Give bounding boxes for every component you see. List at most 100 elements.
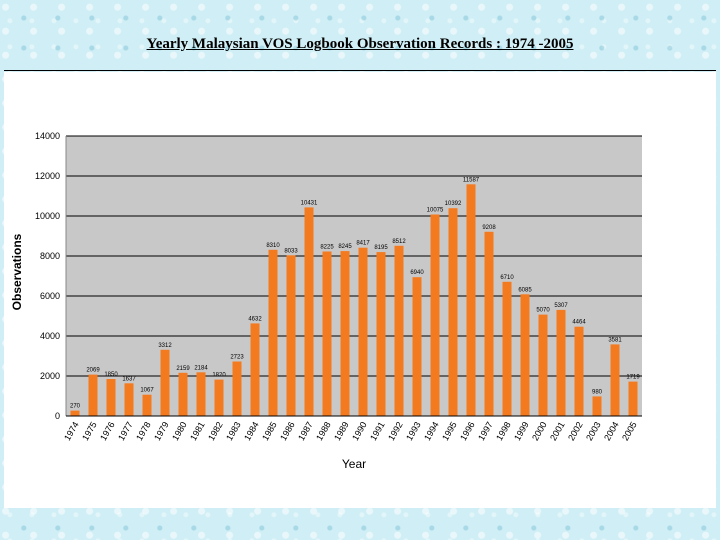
bar-1992 — [394, 245, 404, 416]
y-tick-label: 14000 — [35, 131, 60, 141]
bar-2004 — [610, 344, 620, 416]
x-tick-label-1981: 1981 — [188, 420, 207, 442]
data-label-1978: 1067 — [140, 388, 154, 394]
bar-1997 — [484, 231, 494, 416]
bar-1990 — [358, 247, 368, 416]
bar-2000 — [538, 314, 548, 416]
y-tick-label: 4000 — [40, 331, 60, 341]
x-tick-label-1978: 1978 — [134, 420, 153, 442]
data-label-1989: 8245 — [338, 244, 352, 250]
bar-1974 — [70, 410, 80, 416]
data-label-1988: 8225 — [320, 245, 334, 251]
data-label-1984: 4632 — [248, 316, 262, 322]
bar-1984 — [250, 323, 260, 416]
y-tick-label: 6000 — [40, 291, 60, 301]
bar-1986 — [286, 255, 296, 416]
data-label-1982: 1820 — [212, 373, 226, 379]
data-label-2002: 4464 — [572, 320, 586, 326]
bar-1983 — [232, 361, 242, 416]
data-label-1987: 10431 — [301, 200, 318, 206]
y-tick-label: 8000 — [40, 251, 60, 261]
data-label-1985: 8310 — [266, 243, 280, 249]
data-label-1999: 6085 — [518, 287, 532, 293]
data-label-2000: 5070 — [536, 308, 550, 314]
x-tick-label-1989: 1989 — [332, 420, 351, 442]
data-label-1980: 2159 — [176, 366, 190, 372]
data-label-1986: 8033 — [284, 248, 298, 254]
x-tick-label-1998: 1998 — [494, 420, 513, 442]
bar-2003 — [592, 396, 602, 416]
bar-1985 — [268, 249, 278, 416]
x-tick-label-1996: 1996 — [458, 420, 477, 442]
data-label-1993: 6940 — [410, 270, 424, 276]
bar-1995 — [448, 208, 458, 416]
bar-1977 — [124, 383, 134, 416]
data-label-2001: 5307 — [554, 303, 568, 309]
bar-2001 — [556, 309, 566, 416]
x-tick-label-1977: 1977 — [116, 420, 135, 442]
bar-1981 — [196, 372, 206, 416]
x-tick-label-1995: 1995 — [440, 420, 459, 442]
x-tick-label-1997: 1997 — [476, 420, 495, 442]
x-tick-label-1975: 1975 — [80, 420, 99, 442]
x-tick-label-2004: 2004 — [602, 420, 621, 442]
axes — [65, 136, 642, 417]
data-label-1983: 2723 — [230, 355, 244, 361]
bar-1982 — [214, 379, 224, 416]
x-tick-label-1993: 1993 — [404, 420, 423, 442]
y-tick-label: 10000 — [35, 211, 60, 221]
bar-1999 — [520, 294, 530, 416]
data-label-2003: 980 — [592, 389, 603, 395]
y-tick-label: 2000 — [40, 371, 60, 381]
bar-1987 — [304, 207, 314, 416]
x-tick-label-2005: 2005 — [620, 420, 639, 442]
title-divider — [4, 70, 716, 71]
y-tick-label: 0 — [55, 411, 60, 421]
x-tick-label-2000: 2000 — [530, 420, 549, 442]
x-tick-label-1990: 1990 — [350, 420, 369, 442]
data-label-1975: 2069 — [86, 368, 100, 374]
x-tick-label-2001: 2001 — [548, 420, 567, 442]
bar-1978 — [142, 394, 152, 416]
x-tick-label-1980: 1980 — [170, 420, 189, 442]
x-tick-label-1988: 1988 — [314, 420, 333, 442]
x-axis-title: Year — [342, 457, 366, 471]
x-tick-label-1983: 1983 — [224, 420, 243, 442]
x-tick-label-1984: 1984 — [242, 420, 261, 442]
chart-panel: 0 2000 4000 6000 8000 10000 12000 14000 270 1974 2… — [4, 72, 716, 508]
plot-area — [66, 136, 642, 416]
bar-1975 — [88, 374, 98, 416]
y-tick-label: 12000 — [35, 171, 60, 181]
data-label-1997: 9208 — [482, 225, 496, 231]
data-label-1976: 1850 — [104, 372, 118, 378]
data-label-1994: 10075 — [427, 208, 444, 214]
bar-1994 — [430, 214, 440, 416]
data-label-1981: 2184 — [194, 365, 208, 371]
x-tick-label-1991: 1991 — [368, 420, 387, 442]
data-label-1998: 6710 — [500, 275, 514, 281]
data-label-1974: 270 — [70, 404, 81, 410]
bar-1993 — [412, 277, 422, 416]
data-label-2004: 3581 — [608, 337, 622, 343]
gridlines — [66, 135, 642, 377]
bar-2005 — [628, 381, 638, 416]
x-tick-label-2003: 2003 — [584, 420, 603, 442]
bar-chart: 0 2000 4000 6000 8000 10000 12000 14000 270 1974 2… — [10, 131, 642, 471]
bar-1996 — [466, 184, 476, 416]
x-tick-label-1979: 1979 — [152, 420, 171, 442]
x-tick-label-1987: 1987 — [296, 420, 315, 442]
x-tick-label-1982: 1982 — [206, 420, 225, 442]
x-tick-label-1992: 1992 — [386, 420, 405, 442]
bar-2002 — [574, 326, 584, 416]
bar-1980 — [178, 372, 188, 416]
data-label-2005: 1719 — [626, 375, 640, 381]
x-tick-label-1994: 1994 — [422, 420, 441, 442]
x-tick-label-2002: 2002 — [566, 420, 585, 442]
data-label-1990: 8417 — [356, 241, 370, 247]
x-tick-label-1976: 1976 — [98, 420, 117, 442]
bar-1989 — [340, 251, 350, 416]
data-label-1996: 11587 — [463, 177, 480, 183]
bar-1991 — [376, 252, 386, 416]
bar-1998 — [502, 281, 512, 416]
bars — [70, 184, 638, 416]
